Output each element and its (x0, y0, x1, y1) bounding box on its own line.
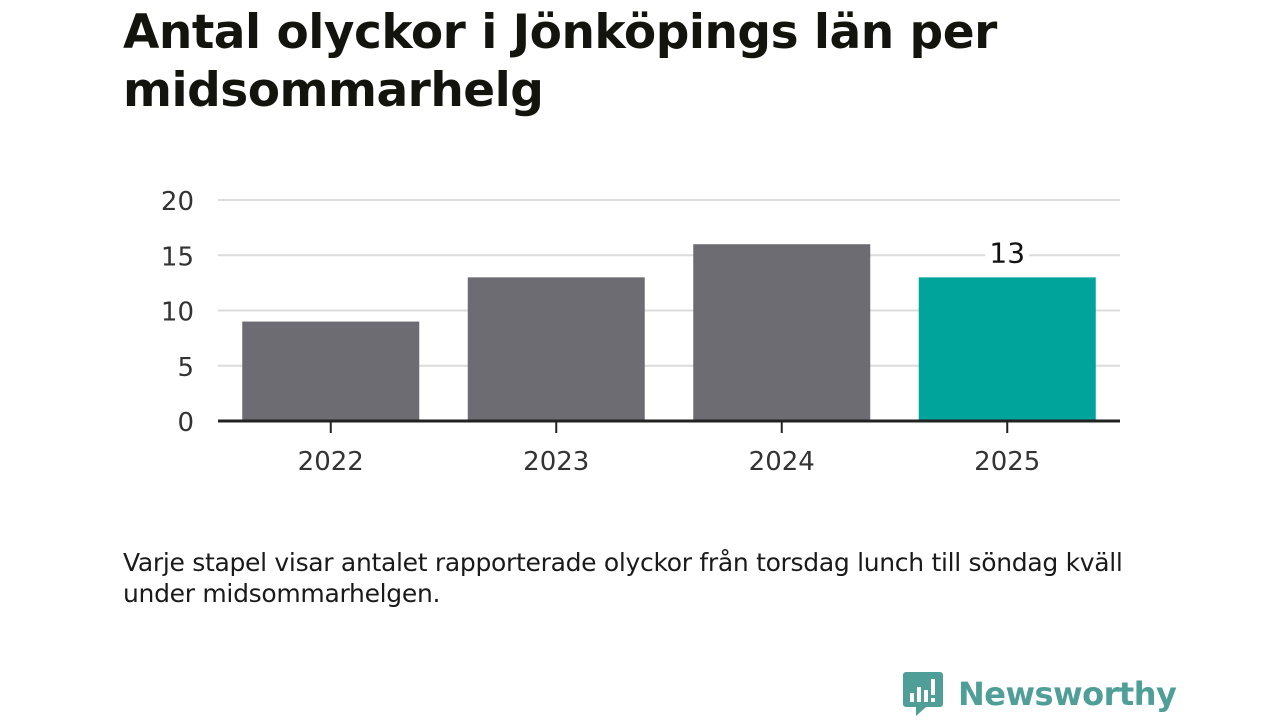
x-tick-label: 2022 (298, 447, 364, 477)
bar-2022 (242, 321, 420, 421)
bar-chart: 0 5 10 15 20 2022 2023 2024 2025 13 (161, 187, 1120, 477)
x-tick-label: 2023 (523, 447, 589, 477)
labels: 0 5 10 15 20 2022 2023 2024 2025 13 (161, 187, 1040, 477)
y-tick-label: 15 (161, 242, 194, 272)
bar-2024 (693, 244, 871, 421)
x-tick-label: 2025 (974, 447, 1040, 477)
x-tick-label: 2024 (749, 447, 815, 477)
chart-note: Varje stapel visar antalet rapporterade … (123, 548, 1123, 608)
y-tick-label: 20 (161, 187, 194, 217)
brand-name: Newsworthy (958, 675, 1177, 713)
y-tick-label: 10 (161, 298, 194, 328)
newsworthy-logo-icon (903, 672, 943, 716)
bar-2025 (918, 277, 1096, 421)
y-tick-label: 0 (177, 408, 194, 438)
data-label-background (985, 237, 1030, 270)
bar-2023 (467, 277, 645, 421)
bars (242, 244, 1096, 421)
x-axis (218, 419, 1120, 433)
chart-title: Antal olyckor i Jönköpings län per midso… (123, 5, 997, 118)
data-label-2025: 13 (989, 236, 1025, 269)
newsworthy-logo: Newsworthy (902, 671, 1177, 717)
y-tick-label: 5 (177, 353, 194, 383)
